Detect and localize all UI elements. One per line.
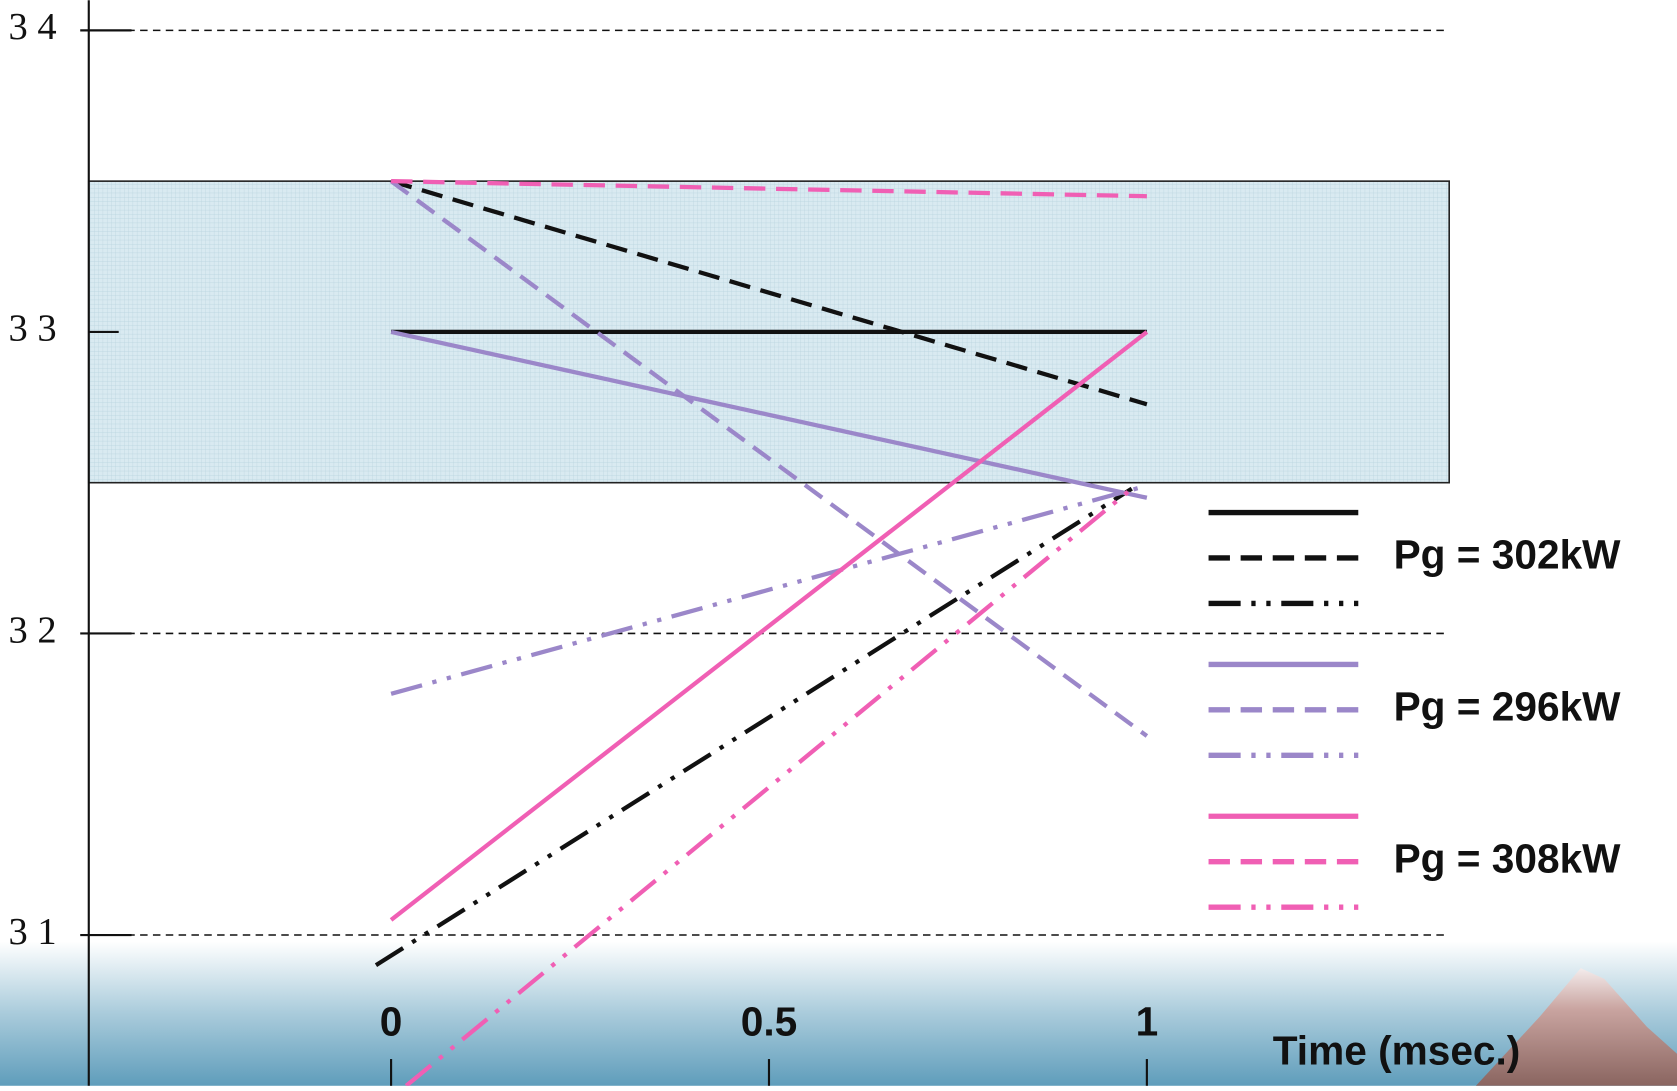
y-tick-label: 3 4 — [9, 6, 57, 48]
x-axis-label: Time (msec.) — [1273, 1027, 1521, 1073]
y-tick-label: 3 3 — [9, 308, 57, 350]
series-line — [376, 489, 1132, 965]
series-line — [391, 486, 1147, 694]
chart: Time (msec.) 3 4 3 3 3 2 3 1 0 0.5 1 Pg = 302kW… — [0, 0, 1677, 1086]
y-tick-label: 3 1 — [9, 911, 57, 953]
x-tick-label: 1 — [1136, 999, 1159, 1045]
legend-label: Pg = 302kW — [1394, 532, 1622, 578]
page: Time (msec.) 3 4 3 3 3 2 3 1 0 0.5 1 Pg = 302kW… — [0, 0, 1677, 1086]
x-tick-label: 0.5 — [741, 999, 797, 1045]
y-tick-label: 3 2 — [9, 609, 57, 651]
x-tick-label: 0 — [380, 999, 403, 1045]
legend-label: Pg = 296kW — [1394, 684, 1622, 730]
legend-label: Pg = 308kW — [1394, 835, 1622, 881]
